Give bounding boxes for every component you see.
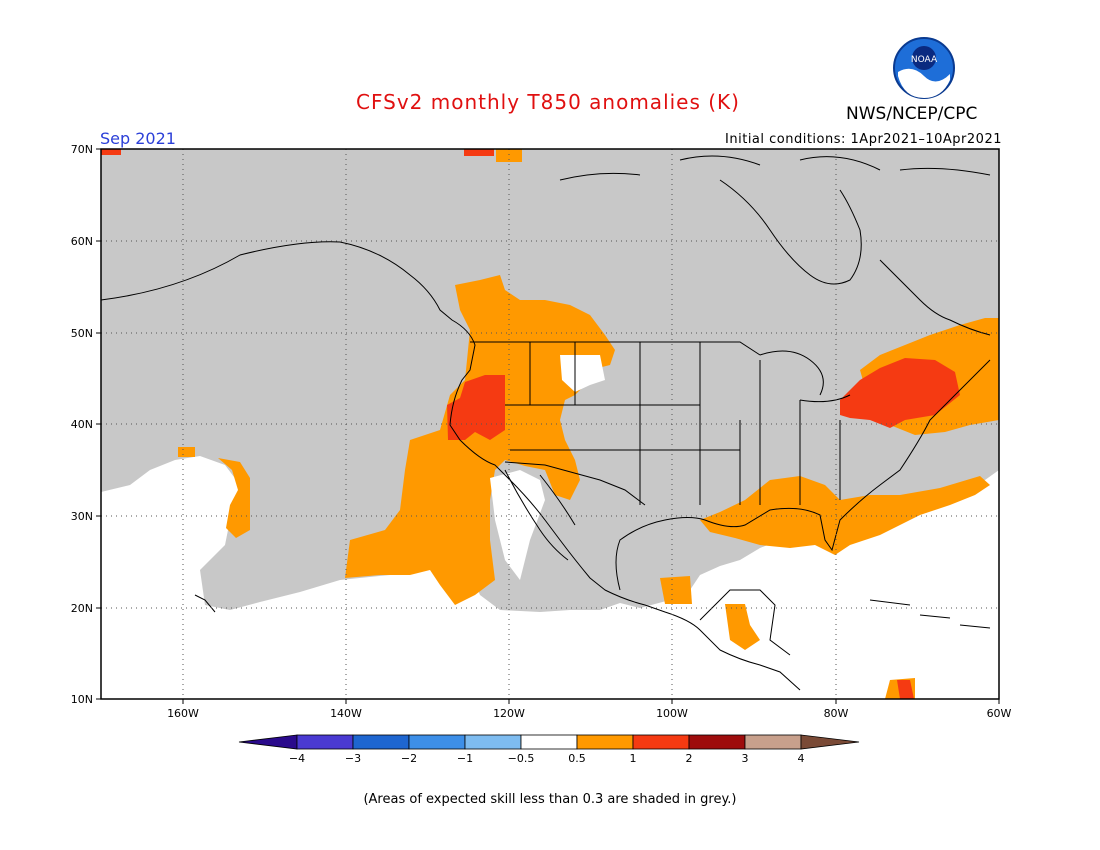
coastline-baja	[504, 469, 576, 561]
noaa-logo-icon: NOAA	[893, 37, 955, 99]
colorbar-swatch	[464, 734, 522, 750]
coastline-yucatan	[699, 589, 791, 656]
colorbar-swatch	[744, 734, 802, 750]
lon-label: 100W	[656, 707, 688, 720]
logo-text: NOAA	[911, 55, 938, 65]
lat-label: 60N	[71, 235, 93, 248]
state-borders	[505, 342, 841, 505]
lon-label: 80W	[824, 707, 849, 720]
colorbar: −4 −3 −2 −1 −0.5 0.5 1 2 3 4	[238, 734, 860, 765]
lat-label: 20N	[71, 602, 93, 615]
initial-conditions: Initial conditions: 1Apr2021–10Apr2021	[725, 132, 1002, 147]
orange-region-hawaii	[218, 458, 250, 538]
lat-label: 40N	[71, 418, 93, 431]
red-patch-north	[464, 149, 494, 156]
lat-label: 50N	[71, 327, 93, 340]
colorbar-label: −2	[401, 752, 417, 765]
colorbar-swatch	[408, 734, 466, 750]
coastline-gulf-mexico	[615, 359, 991, 591]
latitude-labels: 70N 60N 50N 40N 30N 20N 10N	[71, 143, 93, 706]
red-patch-caribbean	[897, 680, 914, 699]
red-region-northeast	[840, 358, 960, 428]
colorbar-label: 1	[630, 752, 637, 765]
colorbar-label: 0.5	[568, 752, 586, 765]
lat-label: 10N	[71, 693, 93, 706]
colorbar-arrow-high	[800, 734, 860, 750]
colorbar-label: 3	[742, 752, 749, 765]
orange-patch-central-america	[725, 604, 760, 650]
colorbar-swatch	[688, 734, 746, 750]
colorbar-label: 2	[686, 752, 693, 765]
orange-region-west	[345, 275, 615, 605]
colorbar-swatch	[296, 734, 354, 750]
colorbar-swatch	[352, 734, 410, 750]
colorbar-arrow-low	[238, 734, 298, 750]
lon-label: 60W	[987, 707, 1012, 720]
red-patch-arctic	[101, 149, 121, 155]
orange-patch-small	[178, 447, 195, 457]
colorbar-label: −0.5	[508, 752, 535, 765]
org-label: NWS/NCEP/CPC	[846, 104, 978, 124]
great-lakes	[759, 350, 851, 403]
colorbar-label: −3	[345, 752, 361, 765]
colorbar-swatch	[576, 734, 634, 750]
map-title: CFSv2 monthly T850 anomalies (K)	[356, 90, 740, 114]
tick-marks	[96, 148, 1000, 704]
skill-footnote: (Areas of expected skill less than 0.3 a…	[363, 792, 737, 807]
colorbar-swatch	[520, 734, 578, 750]
arctic-islands	[559, 155, 991, 181]
longitude-labels: 160W 140W 120W 100W 80W 60W	[167, 707, 1011, 720]
white-gap-nevada	[560, 355, 605, 392]
grey-patch-mexico	[600, 505, 665, 565]
forecast-month: Sep 2021	[100, 129, 176, 148]
us-mexico-border	[504, 461, 646, 506]
colorbar-label: −1	[457, 752, 473, 765]
graticule	[101, 149, 999, 699]
colorbar-label: 4	[798, 752, 805, 765]
coastlines-layer	[101, 155, 991, 691]
caribbean-islands	[869, 599, 991, 629]
coastline-hudson-bay	[719, 179, 862, 285]
colorbar-label: −4	[289, 752, 305, 765]
lon-label: 160W	[167, 707, 199, 720]
colorbar-swatch	[632, 734, 690, 750]
lon-label: 140W	[330, 707, 362, 720]
coastline-labrador	[879, 259, 991, 336]
orange-patch-north	[496, 149, 522, 162]
lat-label: 30N	[71, 510, 93, 523]
lat-label: 70N	[71, 143, 93, 156]
orange-patch-mexico-east	[660, 576, 692, 604]
white-gap-baja	[490, 470, 545, 580]
us-canada-border	[470, 341, 761, 356]
lon-label: 120W	[493, 707, 525, 720]
coastline-north-america	[101, 241, 801, 691]
